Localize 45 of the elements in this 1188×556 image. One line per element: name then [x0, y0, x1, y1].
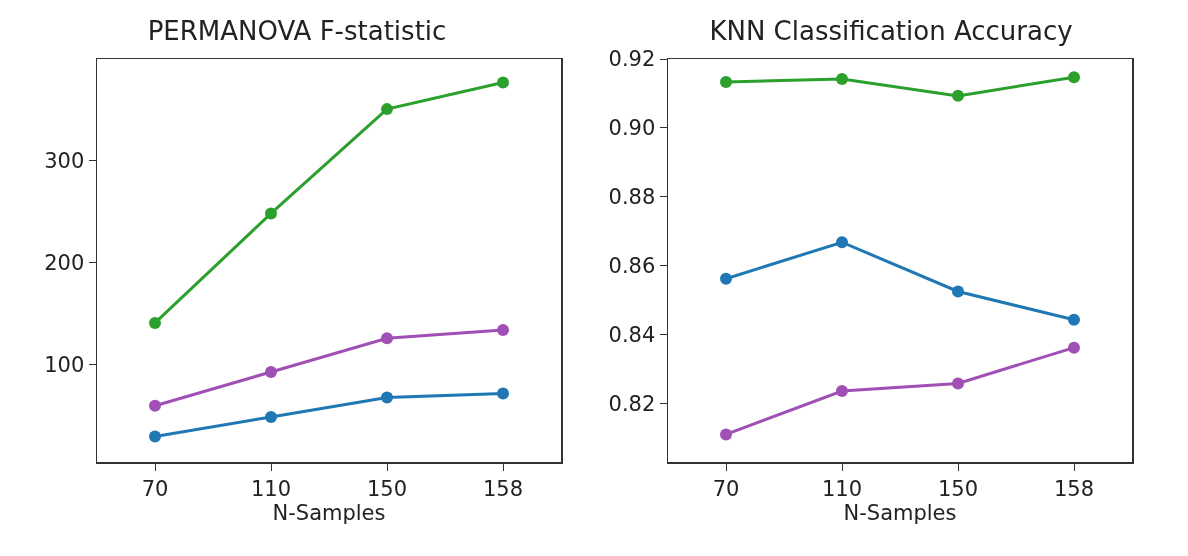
point [1068, 341, 1080, 354]
point [381, 103, 393, 116]
point [265, 365, 277, 378]
x-tick-label: 70 [712, 476, 740, 501]
point [952, 285, 964, 298]
x-tick-label: 110 [250, 476, 292, 501]
y-tick-label: 300 [44, 148, 85, 173]
x-tick-label: 110 [821, 476, 863, 501]
point [1068, 313, 1080, 326]
y-tick-label: 200 [44, 250, 85, 275]
chart-title: KNN Classification Accuracy [709, 16, 1073, 46]
y-tick-label: 0.82 [608, 391, 656, 416]
point [720, 76, 732, 89]
point [952, 377, 964, 390]
x-tick-label: 158 [482, 476, 524, 501]
point [836, 236, 848, 249]
point [497, 387, 509, 400]
y-tick-label: 100 [44, 353, 85, 378]
point [381, 332, 393, 345]
point [952, 89, 964, 102]
point [720, 428, 732, 441]
y-tick-label: 0.86 [608, 254, 656, 279]
y-tick-label: 0.88 [608, 185, 656, 210]
point [265, 410, 277, 423]
point [149, 399, 161, 412]
point [836, 72, 848, 85]
point [497, 76, 509, 89]
point [149, 316, 161, 329]
y-tick-label: 0.92 [608, 47, 656, 72]
point [265, 207, 277, 220]
point [497, 324, 509, 337]
y-tick-label: 0.90 [608, 116, 656, 141]
point [149, 430, 161, 443]
x-tick-label: 158 [1053, 476, 1095, 501]
x-axis-title: N-Samples [272, 500, 386, 525]
point [1068, 71, 1080, 84]
chart-title: PERMANOVA F-statistic [147, 16, 447, 46]
x-tick-label: 150 [937, 476, 979, 501]
point [836, 385, 848, 398]
y-tick-label: 0.84 [608, 322, 656, 347]
x-axis-title: N-Samples [843, 500, 957, 525]
x-tick-label: 150 [366, 476, 408, 501]
x-tick-label: 70 [141, 476, 169, 501]
point [381, 391, 393, 404]
point [720, 272, 732, 285]
